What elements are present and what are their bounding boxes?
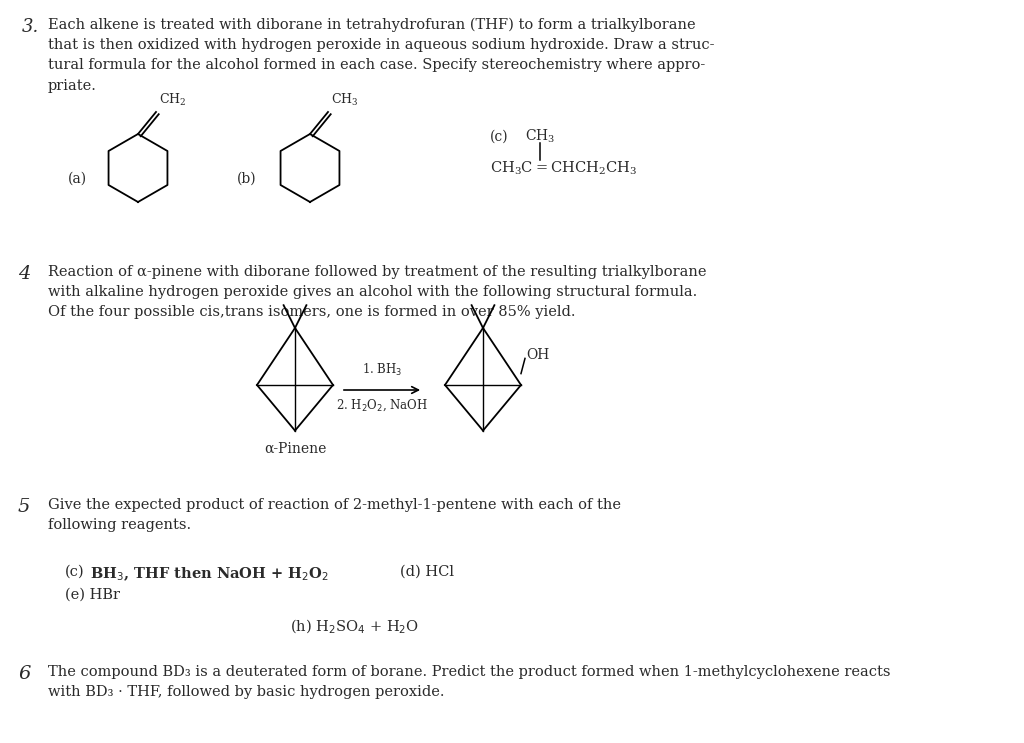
Text: 2. H$_2$O$_2$, NaOH: 2. H$_2$O$_2$, NaOH [336, 398, 428, 413]
Text: Give the expected product of reaction of 2-methyl-1-pentene with each of the
fol: Give the expected product of reaction of… [48, 498, 621, 532]
Text: $\mathregular{CH_3}$: $\mathregular{CH_3}$ [525, 128, 555, 146]
Text: Each alkene is treated with diborane in tetrahydrofuran (THF) to form a trialkyl: Each alkene is treated with diborane in … [48, 18, 715, 93]
Text: (h) H$_2$SO$_4$ + H$_2$O: (h) H$_2$SO$_4$ + H$_2$O [290, 618, 419, 637]
Text: $\mathregular{CH_2}$: $\mathregular{CH_2}$ [159, 92, 186, 108]
Text: 4: 4 [18, 265, 31, 283]
Text: (c): (c) [490, 130, 509, 144]
Text: 3.: 3. [22, 18, 39, 36]
Text: 5: 5 [18, 498, 31, 516]
Text: (d) HCl: (d) HCl [400, 565, 454, 579]
Text: Reaction of α-pinene with diborane followed by treatment of the resulting trialk: Reaction of α-pinene with diborane follo… [48, 265, 707, 319]
Text: $\mathregular{CH_3}$: $\mathregular{CH_3}$ [331, 92, 358, 108]
Text: (e) HBr: (e) HBr [65, 588, 120, 602]
Text: (c): (c) [65, 565, 85, 579]
Text: OH: OH [526, 348, 549, 362]
Text: α-Pinene: α-Pinene [264, 442, 327, 456]
Text: (a): (a) [68, 172, 87, 186]
Text: (b): (b) [237, 172, 257, 186]
Text: $\mathregular{CH_3C{=}CHCH_2CH_3}$: $\mathregular{CH_3C{=}CHCH_2CH_3}$ [490, 160, 637, 178]
Text: 6: 6 [18, 665, 31, 683]
Text: The compound BD₃ is a deuterated form of borane. Predict the product formed when: The compound BD₃ is a deuterated form of… [48, 665, 891, 699]
Text: BH$_3$, THF then NaOH + H$_2$O$_2$: BH$_3$, THF then NaOH + H$_2$O$_2$ [90, 565, 329, 583]
Text: 1. BH$_3$: 1. BH$_3$ [361, 362, 402, 378]
